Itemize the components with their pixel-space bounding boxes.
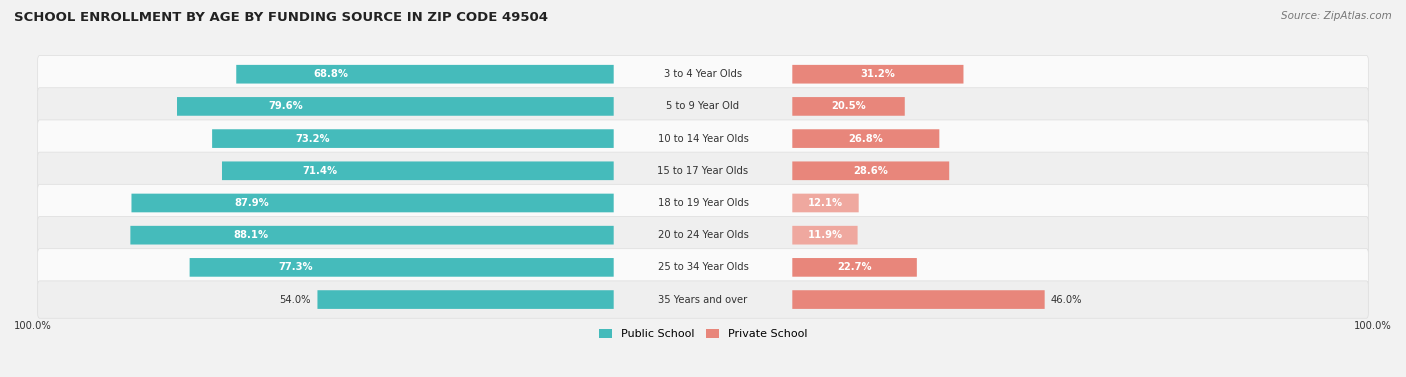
Text: 10 to 14 Year Olds: 10 to 14 Year Olds [658, 133, 748, 144]
Text: SCHOOL ENROLLMENT BY AGE BY FUNDING SOURCE IN ZIP CODE 49504: SCHOOL ENROLLMENT BY AGE BY FUNDING SOUR… [14, 11, 548, 24]
FancyBboxPatch shape [38, 249, 1368, 286]
Text: 5 to 9 Year Old: 5 to 9 Year Old [666, 101, 740, 112]
FancyBboxPatch shape [793, 290, 1045, 309]
FancyBboxPatch shape [131, 226, 613, 245]
Text: 100.0%: 100.0% [14, 321, 52, 331]
FancyBboxPatch shape [38, 281, 1368, 318]
Text: 73.2%: 73.2% [295, 133, 330, 144]
Text: 11.9%: 11.9% [807, 230, 842, 240]
Text: Source: ZipAtlas.com: Source: ZipAtlas.com [1281, 11, 1392, 21]
FancyBboxPatch shape [38, 152, 1368, 190]
Text: 3 to 4 Year Olds: 3 to 4 Year Olds [664, 69, 742, 79]
Text: 20 to 24 Year Olds: 20 to 24 Year Olds [658, 230, 748, 240]
Text: 15 to 17 Year Olds: 15 to 17 Year Olds [658, 166, 748, 176]
Text: 87.9%: 87.9% [235, 198, 270, 208]
Text: 100.0%: 100.0% [1354, 321, 1392, 331]
Text: 35 Years and over: 35 Years and over [658, 294, 748, 305]
FancyBboxPatch shape [318, 290, 613, 309]
FancyBboxPatch shape [38, 216, 1368, 254]
Text: 71.4%: 71.4% [302, 166, 337, 176]
FancyBboxPatch shape [793, 258, 917, 277]
FancyBboxPatch shape [177, 97, 613, 116]
FancyBboxPatch shape [793, 194, 859, 212]
Text: 25 to 34 Year Olds: 25 to 34 Year Olds [658, 262, 748, 272]
FancyBboxPatch shape [38, 184, 1368, 222]
Text: 26.8%: 26.8% [848, 133, 883, 144]
Text: 22.7%: 22.7% [837, 262, 872, 272]
Text: 68.8%: 68.8% [314, 69, 349, 79]
Text: 20.5%: 20.5% [831, 101, 866, 112]
FancyBboxPatch shape [38, 55, 1368, 93]
Text: 31.2%: 31.2% [860, 69, 896, 79]
FancyBboxPatch shape [793, 226, 858, 245]
FancyBboxPatch shape [132, 194, 613, 212]
Text: 54.0%: 54.0% [280, 294, 311, 305]
FancyBboxPatch shape [190, 258, 613, 277]
Legend: Public School, Private School: Public School, Private School [595, 324, 811, 343]
FancyBboxPatch shape [38, 120, 1368, 157]
Text: 28.6%: 28.6% [853, 166, 889, 176]
Text: 77.3%: 77.3% [278, 262, 314, 272]
FancyBboxPatch shape [236, 65, 613, 84]
FancyBboxPatch shape [212, 129, 613, 148]
Text: 12.1%: 12.1% [808, 198, 844, 208]
FancyBboxPatch shape [793, 97, 905, 116]
Text: 46.0%: 46.0% [1052, 294, 1083, 305]
FancyBboxPatch shape [793, 65, 963, 84]
FancyBboxPatch shape [222, 161, 613, 180]
FancyBboxPatch shape [793, 129, 939, 148]
Text: 88.1%: 88.1% [233, 230, 269, 240]
FancyBboxPatch shape [38, 88, 1368, 125]
FancyBboxPatch shape [793, 161, 949, 180]
Text: 79.6%: 79.6% [269, 101, 304, 112]
Text: 18 to 19 Year Olds: 18 to 19 Year Olds [658, 198, 748, 208]
